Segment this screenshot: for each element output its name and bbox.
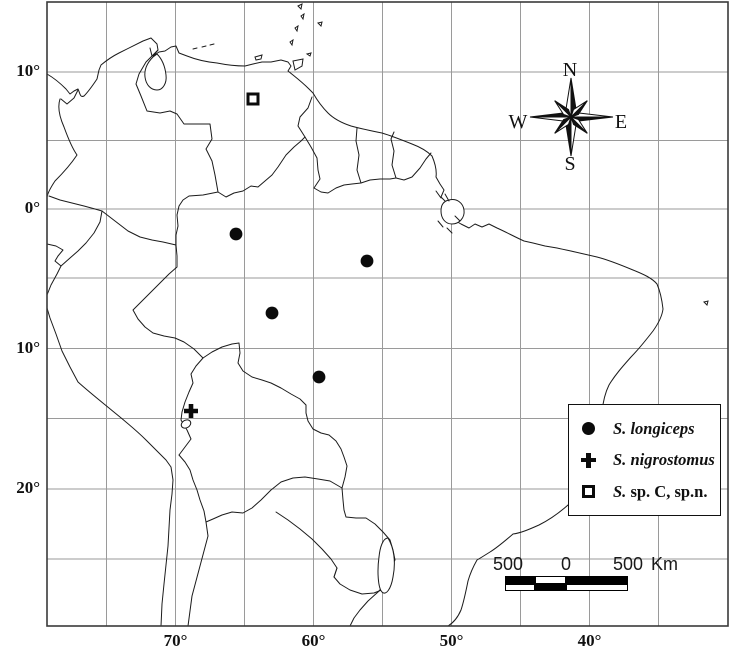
legend-item-sp-c: S. sp. C, sp.n. — [569, 482, 720, 502]
margarita-island — [254, 54, 263, 61]
bananal-island — [377, 537, 395, 594]
marker-filled-circle — [265, 306, 279, 320]
graticule-grid — [47, 2, 728, 626]
legend-label: S. sp. C, sp.n. — [613, 481, 708, 501]
trinidad-island — [292, 58, 304, 71]
marker-filled-circle — [360, 254, 374, 268]
lat-tick-label: 10° — [16, 337, 40, 357]
compass-north-label: N — [562, 59, 578, 81]
compass-west-label: W — [508, 111, 528, 133]
lakes-and-islands — [144, 3, 709, 594]
map-frame — [46, 1, 729, 627]
marker-filled-circle — [312, 370, 326, 384]
country-borders — [48, 49, 432, 627]
scalebar-right-value: 500 — [612, 554, 644, 574]
filled-circle-icon — [581, 421, 597, 437]
legend-item-longiceps: S. longiceps — [569, 419, 720, 439]
occurrence-markers — [184, 92, 374, 418]
marker-cross — [184, 404, 198, 418]
lat-tick-label: 10° — [16, 61, 40, 80]
lon-tick-label: 70° — [163, 631, 188, 650]
lake-titicaca — [180, 419, 192, 429]
scalebar-left-value: 500 — [492, 554, 524, 574]
legend-label: S. nigrostomus — [613, 450, 715, 469]
legend-item-nigrostomus: S. nigrostomus — [569, 450, 720, 470]
scalebar — [505, 576, 628, 591]
lat-tick-label: 0° — [24, 198, 40, 217]
lon-tick-label: 40° — [577, 631, 602, 650]
scalebar-labels: 500 0 500 Km — [0, 554, 731, 574]
scalebar-zero-value: 0 — [560, 554, 571, 574]
cross-icon — [581, 452, 597, 468]
open-square-icon — [581, 484, 597, 500]
lon-tick-label: 50° — [439, 631, 464, 650]
marker-filled-circle — [229, 227, 243, 241]
marajo-island — [440, 199, 465, 225]
compass-east-label: E — [614, 111, 628, 133]
legend-box: S. longiceps S. nigrostomus S. sp. C, sp… — [568, 404, 721, 516]
lake-maracaibo — [144, 53, 167, 91]
coastline-pacific — [46, 98, 174, 627]
coastline-north-atlantic — [46, 37, 664, 627]
lat-tick-label: 20° — [16, 478, 40, 497]
amazon-delta-detail — [435, 190, 461, 234]
marker-open-square — [246, 92, 260, 106]
scalebar-unit: Km — [651, 554, 678, 574]
map-line-art — [46, 3, 709, 627]
compass-rose-icon — [529, 77, 614, 157]
compass-south-label: S — [564, 153, 576, 175]
lesser-antilles — [289, 3, 323, 47]
lon-tick-label: 60° — [301, 631, 326, 650]
legend-label: S. longiceps — [613, 418, 695, 438]
